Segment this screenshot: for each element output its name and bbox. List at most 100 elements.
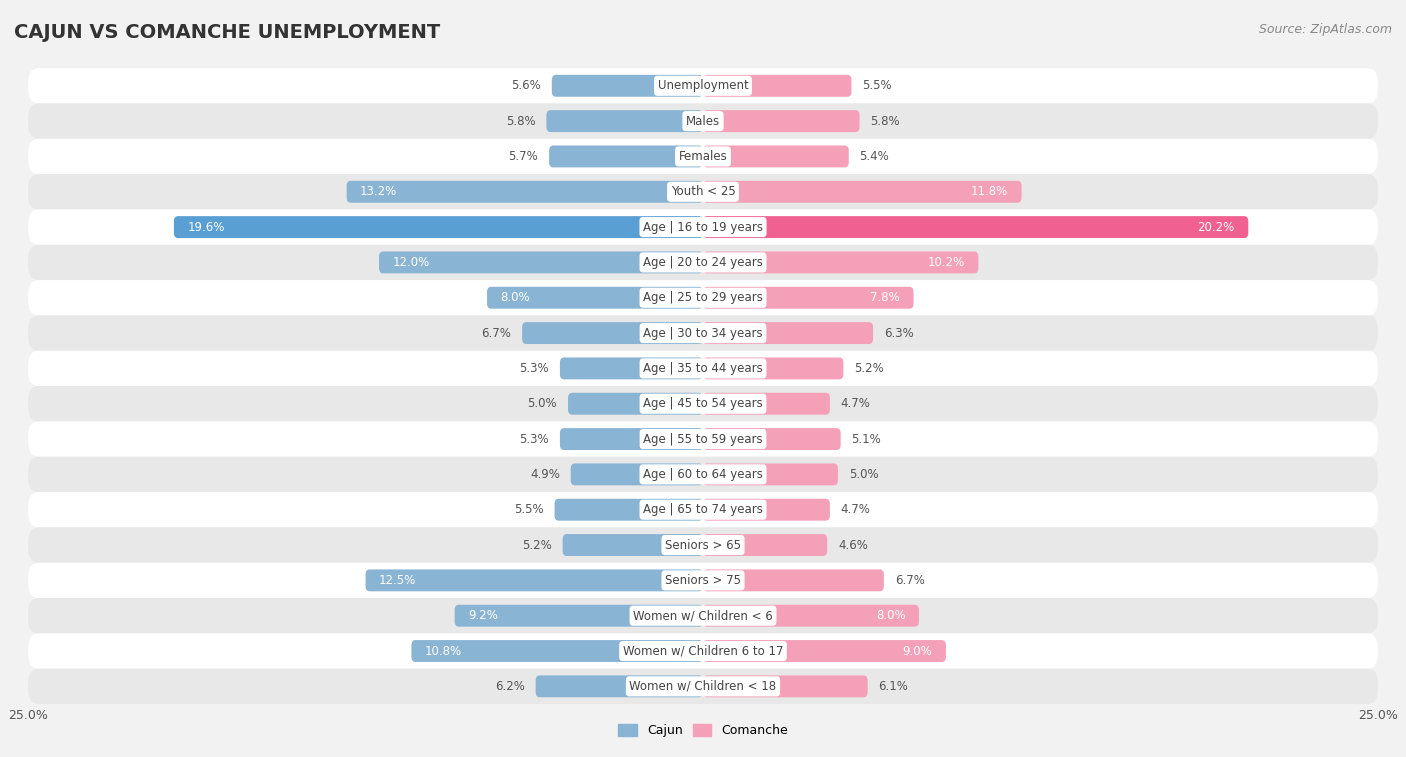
Text: 5.0%: 5.0% xyxy=(849,468,879,481)
Text: Age | 60 to 64 years: Age | 60 to 64 years xyxy=(643,468,763,481)
Text: Youth < 25: Youth < 25 xyxy=(671,185,735,198)
Text: 9.2%: 9.2% xyxy=(468,609,498,622)
Text: Source: ZipAtlas.com: Source: ZipAtlas.com xyxy=(1258,23,1392,36)
Text: Age | 25 to 29 years: Age | 25 to 29 years xyxy=(643,291,763,304)
FancyBboxPatch shape xyxy=(522,322,703,344)
FancyBboxPatch shape xyxy=(28,562,1378,598)
FancyBboxPatch shape xyxy=(703,111,859,132)
FancyBboxPatch shape xyxy=(28,316,1378,350)
Text: 4.9%: 4.9% xyxy=(530,468,560,481)
Text: 5.6%: 5.6% xyxy=(512,79,541,92)
FancyBboxPatch shape xyxy=(28,456,1378,492)
FancyBboxPatch shape xyxy=(703,181,1022,203)
FancyBboxPatch shape xyxy=(174,217,703,238)
FancyBboxPatch shape xyxy=(347,181,703,203)
Text: 6.1%: 6.1% xyxy=(879,680,908,693)
FancyBboxPatch shape xyxy=(703,357,844,379)
Legend: Cajun, Comanche: Cajun, Comanche xyxy=(613,719,793,743)
FancyBboxPatch shape xyxy=(703,145,849,167)
FancyBboxPatch shape xyxy=(412,640,703,662)
Text: 5.5%: 5.5% xyxy=(862,79,891,92)
FancyBboxPatch shape xyxy=(703,675,868,697)
FancyBboxPatch shape xyxy=(703,217,1249,238)
FancyBboxPatch shape xyxy=(703,499,830,521)
FancyBboxPatch shape xyxy=(703,75,852,97)
Text: 4.7%: 4.7% xyxy=(841,397,870,410)
FancyBboxPatch shape xyxy=(703,322,873,344)
Text: 5.8%: 5.8% xyxy=(870,114,900,128)
Text: 5.1%: 5.1% xyxy=(852,432,882,446)
FancyBboxPatch shape xyxy=(28,422,1378,456)
Text: 5.2%: 5.2% xyxy=(522,538,551,552)
Text: 5.5%: 5.5% xyxy=(515,503,544,516)
FancyBboxPatch shape xyxy=(28,634,1378,668)
Text: 13.2%: 13.2% xyxy=(360,185,398,198)
Text: 5.3%: 5.3% xyxy=(519,362,550,375)
Text: 8.0%: 8.0% xyxy=(501,291,530,304)
Text: 20.2%: 20.2% xyxy=(1198,220,1234,234)
FancyBboxPatch shape xyxy=(703,463,838,485)
FancyBboxPatch shape xyxy=(366,569,703,591)
FancyBboxPatch shape xyxy=(28,528,1378,562)
FancyBboxPatch shape xyxy=(560,357,703,379)
Text: Age | 35 to 44 years: Age | 35 to 44 years xyxy=(643,362,763,375)
Text: 10.8%: 10.8% xyxy=(425,644,463,658)
FancyBboxPatch shape xyxy=(28,210,1378,245)
Text: 4.7%: 4.7% xyxy=(841,503,870,516)
FancyBboxPatch shape xyxy=(703,393,830,415)
Text: Unemployment: Unemployment xyxy=(658,79,748,92)
Text: Age | 65 to 74 years: Age | 65 to 74 years xyxy=(643,503,763,516)
FancyBboxPatch shape xyxy=(703,569,884,591)
Text: 6.2%: 6.2% xyxy=(495,680,524,693)
FancyBboxPatch shape xyxy=(454,605,703,627)
Text: Seniors > 65: Seniors > 65 xyxy=(665,538,741,552)
FancyBboxPatch shape xyxy=(28,280,1378,316)
Text: 9.0%: 9.0% xyxy=(903,644,932,658)
FancyBboxPatch shape xyxy=(703,428,841,450)
Text: 10.2%: 10.2% xyxy=(928,256,965,269)
FancyBboxPatch shape xyxy=(28,598,1378,634)
Text: 6.3%: 6.3% xyxy=(884,326,914,340)
Text: 7.8%: 7.8% xyxy=(870,291,900,304)
FancyBboxPatch shape xyxy=(571,463,703,485)
Text: 5.7%: 5.7% xyxy=(509,150,538,163)
FancyBboxPatch shape xyxy=(568,393,703,415)
Text: 4.6%: 4.6% xyxy=(838,538,868,552)
FancyBboxPatch shape xyxy=(703,534,827,556)
Text: Women w/ Children 6 to 17: Women w/ Children 6 to 17 xyxy=(623,644,783,658)
Text: Age | 45 to 54 years: Age | 45 to 54 years xyxy=(643,397,763,410)
Text: Age | 20 to 24 years: Age | 20 to 24 years xyxy=(643,256,763,269)
FancyBboxPatch shape xyxy=(560,428,703,450)
FancyBboxPatch shape xyxy=(550,145,703,167)
Text: Seniors > 75: Seniors > 75 xyxy=(665,574,741,587)
Text: 5.0%: 5.0% xyxy=(527,397,557,410)
Text: Age | 16 to 19 years: Age | 16 to 19 years xyxy=(643,220,763,234)
FancyBboxPatch shape xyxy=(28,139,1378,174)
Text: Women w/ Children < 18: Women w/ Children < 18 xyxy=(630,680,776,693)
Text: 19.6%: 19.6% xyxy=(187,220,225,234)
FancyBboxPatch shape xyxy=(554,499,703,521)
FancyBboxPatch shape xyxy=(703,605,920,627)
FancyBboxPatch shape xyxy=(28,350,1378,386)
FancyBboxPatch shape xyxy=(28,492,1378,528)
Text: 8.0%: 8.0% xyxy=(876,609,905,622)
FancyBboxPatch shape xyxy=(28,386,1378,422)
FancyBboxPatch shape xyxy=(380,251,703,273)
FancyBboxPatch shape xyxy=(562,534,703,556)
FancyBboxPatch shape xyxy=(28,668,1378,704)
Text: 6.7%: 6.7% xyxy=(481,326,512,340)
FancyBboxPatch shape xyxy=(486,287,703,309)
FancyBboxPatch shape xyxy=(28,174,1378,210)
FancyBboxPatch shape xyxy=(703,640,946,662)
FancyBboxPatch shape xyxy=(28,68,1378,104)
Text: CAJUN VS COMANCHE UNEMPLOYMENT: CAJUN VS COMANCHE UNEMPLOYMENT xyxy=(14,23,440,42)
Text: 11.8%: 11.8% xyxy=(970,185,1008,198)
FancyBboxPatch shape xyxy=(547,111,703,132)
FancyBboxPatch shape xyxy=(28,104,1378,139)
FancyBboxPatch shape xyxy=(703,287,914,309)
Text: Age | 30 to 34 years: Age | 30 to 34 years xyxy=(643,326,763,340)
FancyBboxPatch shape xyxy=(703,251,979,273)
Text: 12.5%: 12.5% xyxy=(380,574,416,587)
Text: Age | 55 to 59 years: Age | 55 to 59 years xyxy=(643,432,763,446)
Text: 5.8%: 5.8% xyxy=(506,114,536,128)
